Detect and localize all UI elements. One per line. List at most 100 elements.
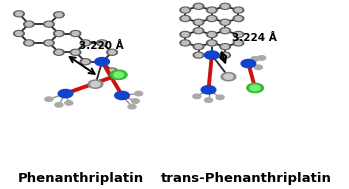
- Circle shape: [233, 15, 244, 22]
- Circle shape: [220, 52, 230, 58]
- Circle shape: [46, 22, 52, 26]
- Circle shape: [55, 13, 62, 17]
- Circle shape: [193, 44, 204, 50]
- Circle shape: [195, 5, 202, 8]
- Circle shape: [107, 68, 117, 74]
- Text: 3.220 Å: 3.220 Å: [79, 41, 124, 51]
- Circle shape: [110, 70, 127, 80]
- Circle shape: [53, 12, 64, 18]
- Circle shape: [91, 82, 100, 87]
- Circle shape: [45, 97, 53, 101]
- Circle shape: [109, 69, 116, 73]
- Circle shape: [208, 17, 215, 20]
- Circle shape: [193, 19, 204, 25]
- Circle shape: [222, 53, 229, 57]
- Circle shape: [254, 65, 262, 70]
- Circle shape: [72, 32, 79, 35]
- Circle shape: [208, 53, 215, 57]
- Circle shape: [114, 72, 124, 78]
- Circle shape: [53, 31, 64, 36]
- Circle shape: [208, 41, 215, 45]
- Circle shape: [207, 31, 217, 37]
- Circle shape: [135, 91, 143, 96]
- Circle shape: [80, 40, 91, 46]
- Circle shape: [208, 33, 215, 36]
- Circle shape: [247, 83, 263, 93]
- Circle shape: [82, 41, 89, 45]
- Circle shape: [180, 7, 191, 13]
- Circle shape: [193, 94, 201, 99]
- Circle shape: [182, 41, 188, 45]
- Circle shape: [115, 91, 129, 100]
- Circle shape: [182, 17, 188, 20]
- Circle shape: [208, 8, 215, 12]
- Circle shape: [180, 15, 191, 22]
- Circle shape: [251, 57, 259, 61]
- Circle shape: [80, 59, 91, 65]
- Circle shape: [235, 41, 242, 45]
- Circle shape: [250, 85, 260, 91]
- Circle shape: [207, 52, 217, 58]
- Circle shape: [220, 3, 230, 9]
- Circle shape: [207, 15, 217, 22]
- Circle shape: [70, 31, 81, 36]
- Circle shape: [222, 5, 229, 8]
- Circle shape: [14, 31, 24, 36]
- Circle shape: [24, 40, 34, 46]
- Circle shape: [201, 86, 216, 94]
- Circle shape: [222, 45, 229, 49]
- Circle shape: [222, 29, 229, 33]
- Circle shape: [14, 11, 24, 17]
- Circle shape: [99, 60, 105, 64]
- Circle shape: [221, 73, 236, 81]
- Circle shape: [235, 33, 242, 36]
- Circle shape: [58, 89, 73, 98]
- Text: 3.224 Å: 3.224 Å: [232, 33, 277, 43]
- Circle shape: [25, 41, 32, 45]
- Circle shape: [220, 19, 230, 25]
- Circle shape: [193, 28, 204, 34]
- Circle shape: [44, 40, 54, 46]
- Circle shape: [182, 33, 188, 36]
- Circle shape: [220, 44, 230, 50]
- Circle shape: [82, 60, 89, 64]
- Text: Phenanthriplatin: Phenanthriplatin: [17, 172, 143, 184]
- Circle shape: [55, 50, 62, 54]
- Circle shape: [24, 21, 34, 27]
- Circle shape: [25, 22, 32, 26]
- Circle shape: [195, 29, 202, 33]
- Circle shape: [70, 49, 81, 55]
- Circle shape: [207, 7, 217, 13]
- Circle shape: [46, 41, 52, 45]
- Circle shape: [241, 59, 256, 68]
- Circle shape: [235, 17, 242, 20]
- Circle shape: [97, 59, 107, 65]
- Circle shape: [88, 80, 103, 88]
- Circle shape: [258, 56, 266, 60]
- Circle shape: [55, 103, 63, 107]
- Circle shape: [97, 40, 107, 46]
- Circle shape: [205, 51, 219, 59]
- Text: trans-Phenanthriplatin: trans-Phenanthriplatin: [161, 172, 332, 184]
- Circle shape: [95, 57, 110, 66]
- Circle shape: [182, 8, 188, 12]
- Circle shape: [195, 45, 202, 49]
- Circle shape: [195, 20, 202, 24]
- Circle shape: [207, 40, 217, 46]
- Circle shape: [65, 101, 73, 105]
- Circle shape: [222, 20, 229, 24]
- Circle shape: [72, 50, 79, 54]
- Circle shape: [180, 40, 191, 46]
- Circle shape: [216, 95, 224, 100]
- Circle shape: [53, 49, 64, 55]
- Circle shape: [109, 50, 116, 54]
- Circle shape: [233, 40, 244, 46]
- Circle shape: [131, 99, 139, 103]
- Circle shape: [195, 53, 202, 57]
- Circle shape: [205, 98, 213, 102]
- Circle shape: [233, 7, 244, 13]
- Circle shape: [233, 31, 244, 37]
- Circle shape: [224, 74, 233, 79]
- Circle shape: [193, 3, 204, 9]
- Circle shape: [180, 31, 191, 37]
